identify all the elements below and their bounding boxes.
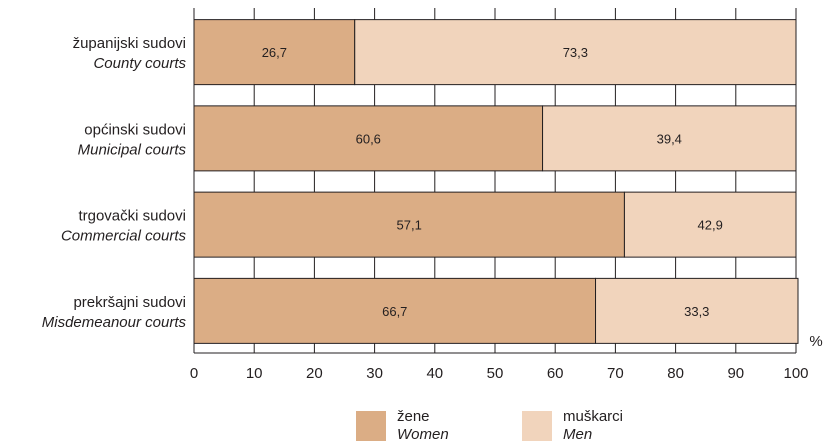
bar-women [193,19,356,86]
bar-women [193,277,597,344]
x-tick-label: 10 [246,365,263,382]
legend-swatch [356,411,386,441]
legend-label: muškarci [563,408,623,425]
legend-label: žene [397,408,430,425]
category-label: županijski sudovi [73,35,186,52]
bar-men [542,105,797,172]
bar-men [354,19,797,86]
x-axis-unit-label: % [809,333,822,350]
x-tick-label: 80 [667,365,684,382]
x-tick-label: 40 [426,365,443,382]
bar-men [595,277,799,344]
bar-women [193,105,544,172]
x-tick-label: 100 [783,365,808,382]
legend-swatch [522,411,552,441]
bar-men [623,191,797,258]
data-label-men: 42,9 [698,218,723,233]
x-tick-label: 20 [306,365,323,382]
data-label-women: 26,7 [262,45,287,60]
data-label-men: 33,3 [684,304,709,319]
legend-label-en: Men [563,426,592,443]
category-label-en: Misdemeanour courts [42,314,187,331]
data-label-women: 66,7 [382,304,407,319]
data-label-women: 60,6 [356,131,381,146]
data-label-men: 39,4 [657,131,682,146]
bars: 26,7 73,3 60,6 39,4 57,1 42,9 66,7 33,3 [193,19,799,344]
x-tick-label: 90 [727,365,744,382]
category-label-en: County courts [93,55,186,72]
x-axis: 0 10 20 30 40 50 60 70 80 90 100 [190,365,809,382]
x-tick-label: 70 [607,365,624,382]
x-tick-label: 60 [547,365,564,382]
category-label-en: Commercial courts [61,228,187,245]
category-label: trgovački sudovi [78,208,186,225]
x-tick-label: 0 [190,365,198,382]
bar-women [193,191,625,258]
category-labels: županijski sudovi County courts općinski s… [42,35,187,331]
legend-label-en: Women [397,426,449,443]
category-label: općinski sudovi [84,121,186,138]
x-tick-label: 50 [487,365,504,382]
category-label: prekršajni sudovi [73,294,186,311]
data-label-women: 57,1 [397,218,422,233]
x-tick-label: 30 [366,365,383,382]
category-label-en: Municipal courts [78,141,187,158]
data-label-men: 73,3 [563,45,588,60]
